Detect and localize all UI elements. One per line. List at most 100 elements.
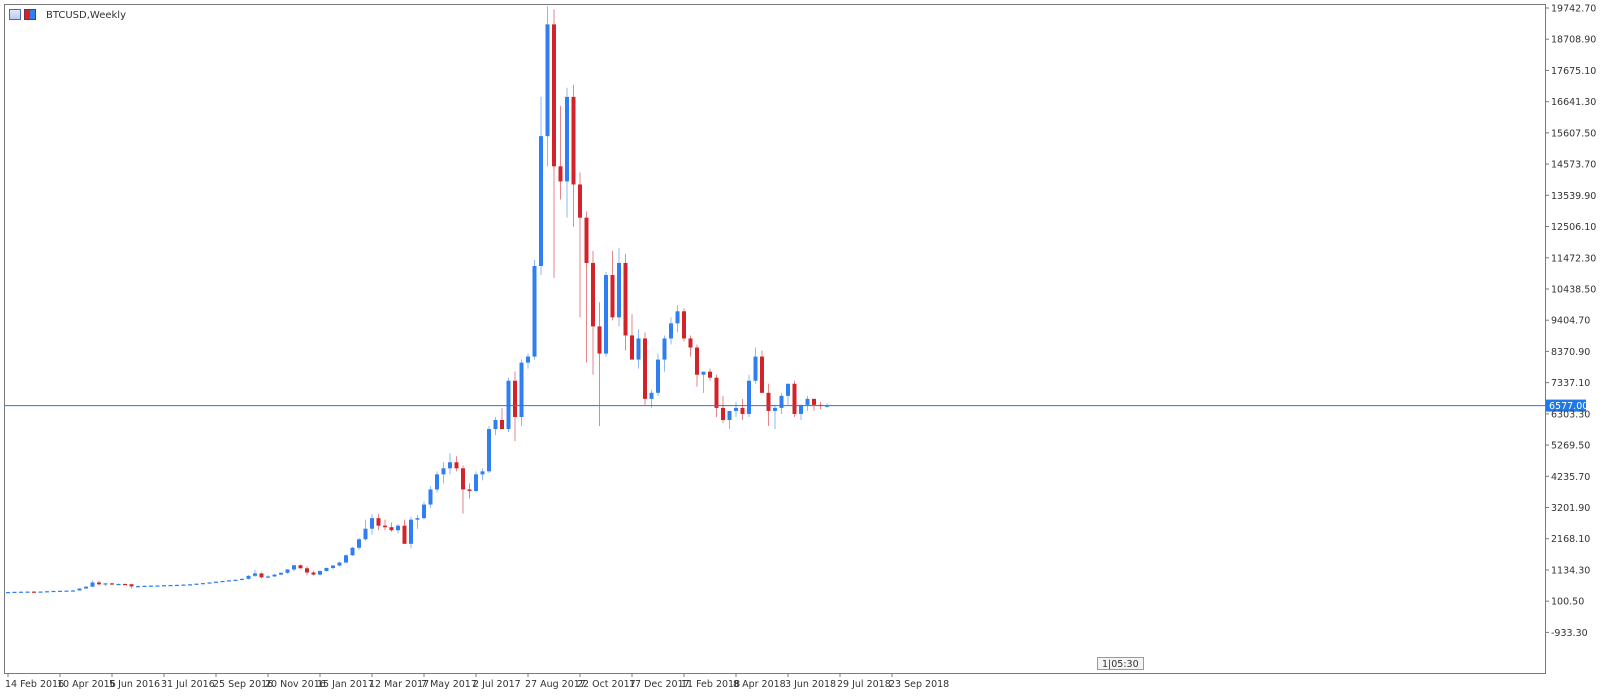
candle-body [649, 392, 654, 399]
candle-53 [350, 546, 355, 556]
candle-body [19, 591, 23, 593]
candle-13 [90, 580, 95, 587]
x-tick-label: 10 Apr 2016 [57, 679, 116, 690]
candle-body [578, 184, 582, 218]
chart-title: BTCUSD,Weekly [46, 10, 127, 21]
candle-body [32, 591, 36, 593]
candle-body [441, 468, 446, 475]
candle-body [129, 584, 134, 587]
candle-15 [103, 583, 108, 587]
candle-18 [123, 583, 127, 586]
candle-body [493, 419, 498, 430]
candle-85 [558, 105, 563, 200]
candle-body [103, 583, 108, 585]
candle-body [175, 584, 179, 587]
candle-body [305, 568, 309, 573]
chart-type-icon[interactable] [24, 9, 36, 20]
candle-4 [32, 591, 36, 593]
candle-105 [688, 335, 693, 357]
candle-90 [591, 250, 595, 375]
candle-body [656, 359, 660, 393]
candle-body [448, 462, 452, 469]
candle-body [734, 407, 738, 411]
candle-body [6, 591, 10, 594]
candle-body [461, 468, 465, 490]
candle-115 [753, 347, 758, 384]
candle-73 [480, 468, 485, 481]
candle-body [558, 166, 563, 182]
y-tick-label: 10438.50 [1551, 284, 1596, 295]
candle-body [714, 377, 719, 408]
candle-body [422, 504, 426, 519]
candle-body [766, 392, 771, 411]
candle-116 [760, 350, 764, 393]
candle-body [90, 582, 95, 587]
candle-body [259, 573, 264, 578]
candle-body [331, 565, 335, 568]
candle-body [240, 578, 244, 581]
symbol-list-icon[interactable] [9, 9, 21, 20]
candle-31 [207, 582, 212, 584]
y-tick-label: 17675.10 [1551, 66, 1596, 77]
candle-83 [545, 6, 550, 167]
candle-47 [311, 570, 316, 576]
candle-body [435, 474, 439, 490]
candle-108 [708, 368, 712, 381]
candle-body [246, 575, 251, 579]
y-tick-label: 7337.10 [1551, 378, 1590, 389]
x-tick-label: 11 Feb 2018 [681, 679, 740, 690]
candle-107 [701, 371, 706, 393]
candle-41 [272, 574, 277, 578]
candle-45 [298, 564, 303, 569]
candle-52 [344, 554, 348, 564]
candle-body [565, 96, 569, 182]
candle-body [58, 590, 62, 592]
candle-119 [779, 392, 784, 414]
candle-body [51, 590, 56, 593]
y-tick-label: 11472.30 [1551, 253, 1596, 264]
candle-102 [669, 317, 673, 345]
candle-63 [415, 515, 420, 529]
candle-body [77, 588, 82, 591]
y-tick-label: 19742.70 [1551, 4, 1596, 15]
candle-body [519, 362, 524, 417]
candle-body [220, 580, 225, 583]
candle-body [279, 572, 283, 575]
candle-body [266, 576, 270, 578]
candle-30 [201, 582, 205, 585]
x-tick-label: 3 Jun 2018 [785, 679, 836, 690]
candle-body [480, 471, 485, 475]
x-tick-label: 8 Apr 2018 [733, 679, 786, 690]
candle-body [409, 519, 413, 544]
candle-7 [51, 590, 56, 593]
candle-24 [162, 584, 166, 587]
candle-82 [539, 96, 543, 276]
candle-86 [565, 87, 569, 218]
candle-57 [376, 513, 381, 531]
candle-67 [441, 462, 446, 484]
y-tick-label: 5269.50 [1551, 441, 1590, 452]
candle-1 [12, 591, 17, 594]
candle-body [630, 335, 634, 360]
candle-body [454, 462, 459, 469]
candle-101 [662, 335, 667, 372]
chart-plot-area[interactable] [4, 4, 1546, 674]
candle-76 [500, 407, 504, 430]
candle-95 [623, 253, 628, 351]
candle-body [12, 591, 17, 594]
candle-40 [266, 575, 270, 579]
candle-32 [214, 581, 218, 583]
candle-body [396, 525, 400, 531]
candle-body [194, 583, 199, 585]
candle-body [123, 583, 127, 586]
candle-92 [604, 272, 608, 357]
candle-body [506, 380, 511, 430]
candle-117 [766, 383, 771, 427]
candle-46 [305, 566, 309, 576]
candle-body [584, 217, 589, 263]
candle-100 [656, 353, 660, 396]
candle-body [149, 585, 153, 587]
y-tick-label: -933.30 [1551, 628, 1588, 639]
candle-113 [740, 398, 745, 420]
candle-body [773, 407, 777, 411]
